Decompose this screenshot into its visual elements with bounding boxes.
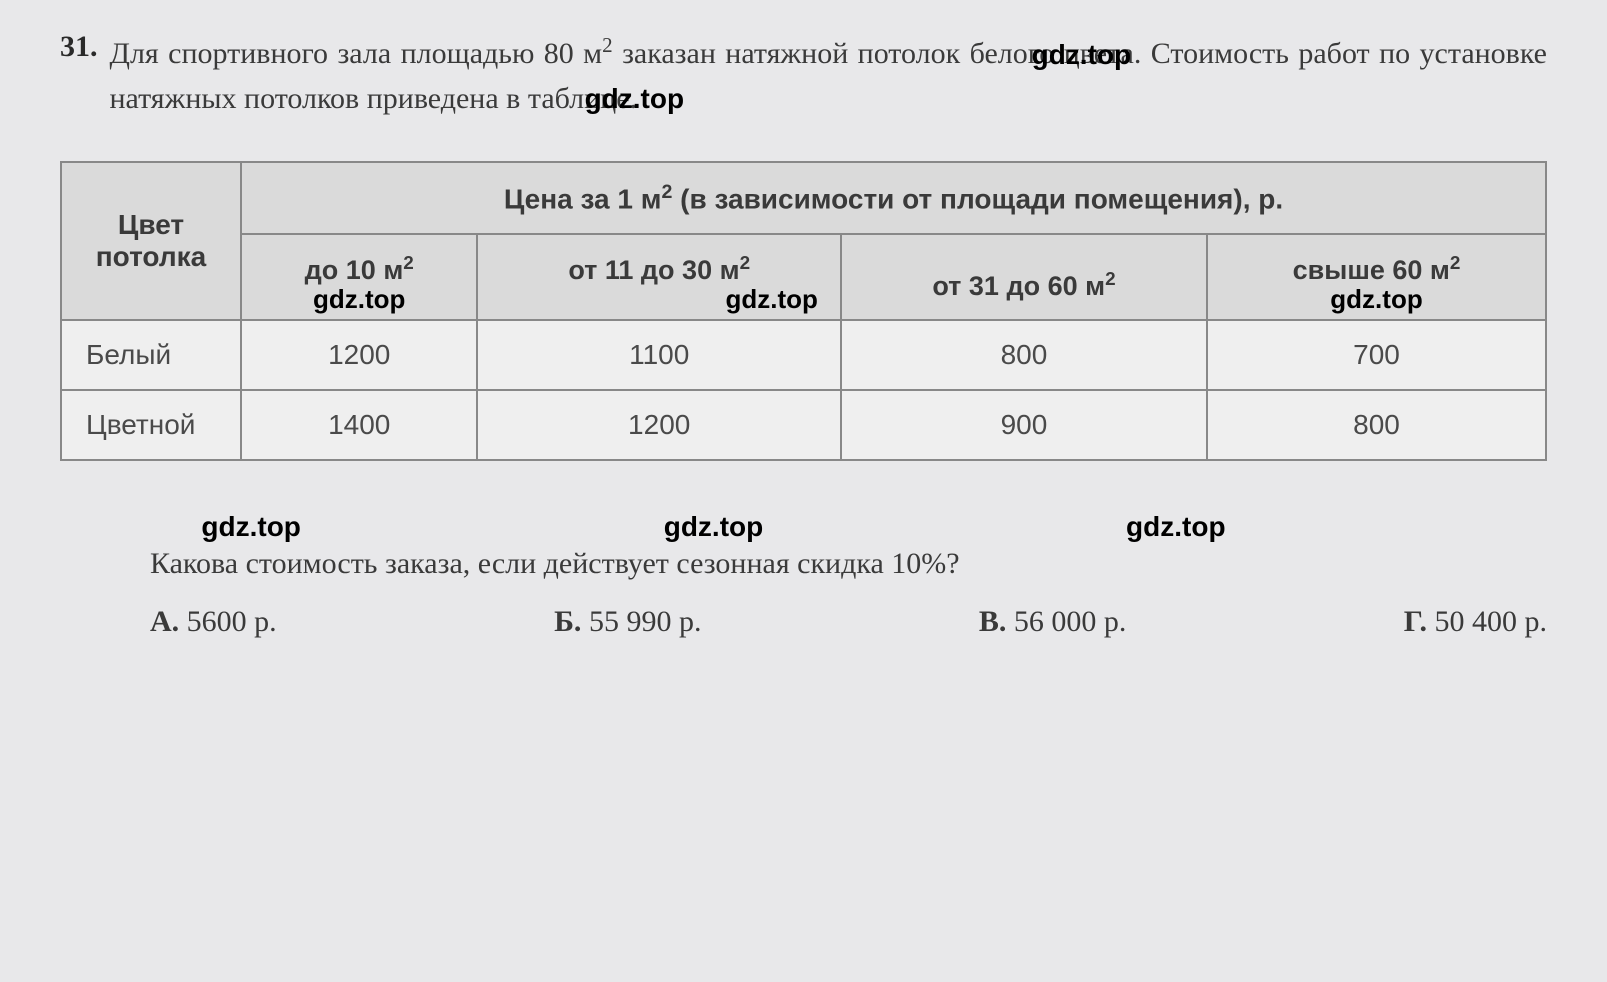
table-row: Белый 1200 1100 800 700 — [61, 320, 1546, 390]
question-text: Какова стоимость заказа, если действует … — [150, 547, 1547, 581]
table-cell: 1200 — [241, 320, 477, 390]
watermark-text: gdz.top — [1126, 511, 1226, 543]
table-main-header: Цена за 1 м2 (в зависимости от площади п… — [241, 162, 1546, 234]
row-label: Цветной — [61, 390, 241, 460]
answer-option-b: Б. 55 990 р. — [554, 605, 701, 639]
answer-option-d: Г. 50 400 р. — [1404, 605, 1547, 639]
table-cell: 1200 — [477, 390, 840, 460]
col-label: до 10 м2 — [254, 253, 464, 286]
col-header-0: до 10 м2 gdz.top — [241, 234, 477, 320]
table-cell: 700 — [1207, 320, 1546, 390]
table-cell: 1100 — [477, 320, 840, 390]
main-header-p1: Цена за 1 м — [504, 183, 662, 214]
table-left-header: Цвет потолка — [61, 162, 241, 320]
problem-number: 31. — [60, 30, 98, 64]
answer-letter: Б. — [554, 605, 581, 638]
problem-text: Для спортивного зала площадью 80 м2 зака… — [110, 30, 1548, 121]
col-label: свыше 60 м2 — [1220, 253, 1533, 286]
watermark-text: gdz.top — [490, 284, 827, 315]
answer-value: 50 400 р. — [1435, 605, 1548, 638]
answer-option-c: В. 56 000 р. — [979, 605, 1127, 639]
answer-options: А. 5600 р. Б. 55 990 р. В. 56 000 р. Г. … — [150, 605, 1547, 639]
problem-sup-1: 2 — [602, 33, 613, 57]
col-label: от 11 до 30 м2 — [490, 253, 827, 286]
question-section: Какова стоимость заказа, если действует … — [60, 547, 1547, 639]
table-cell: 800 — [1207, 390, 1546, 460]
problem-text-part1: Для спортивного зала площадью 80 м — [110, 37, 603, 70]
table-row: Цветной 1400 1200 900 800 — [61, 390, 1546, 460]
answer-value: 56 000 р. — [1014, 605, 1127, 638]
col-header-1: от 11 до 30 м2 gdz.top — [477, 234, 840, 320]
problem-container: 31. Для спортивного зала площадью 80 м2 … — [60, 30, 1547, 639]
watermark-text: gdz.top — [254, 284, 464, 315]
table-cell: 900 — [841, 390, 1207, 460]
answer-letter: Г. — [1404, 605, 1427, 638]
problem-header: 31. Для спортивного зала площадью 80 м2 … — [60, 30, 1547, 121]
col-header-2: от 31 до 60 м2 — [841, 234, 1207, 320]
answer-letter: А. — [150, 605, 179, 638]
main-header-p2: (в зависимости от площади помещения), р. — [672, 183, 1283, 214]
table-cell: 800 — [841, 320, 1207, 390]
watermark-row: gdz.top gdz.top gdz.top — [60, 511, 1547, 543]
watermark-text: gdz.top — [201, 511, 301, 543]
answer-option-a: А. 5600 р. — [150, 605, 277, 639]
answer-value: 5600 р. — [187, 605, 277, 638]
watermark-text: gdz.top — [664, 511, 764, 543]
price-table: Цвет потолка Цена за 1 м2 (в зависимости… — [60, 161, 1547, 461]
answer-letter: В. — [979, 605, 1007, 638]
row-label: Белый — [61, 320, 241, 390]
answer-value: 55 990 р. — [589, 605, 702, 638]
watermark-text: gdz.top — [585, 83, 685, 114]
col-label: от 31 до 60 м2 — [854, 269, 1194, 302]
watermark-text: gdz.top — [1032, 39, 1132, 70]
watermark-text: gdz.top — [1220, 284, 1533, 315]
table-cell: 1400 — [241, 390, 477, 460]
main-header-sup: 2 — [661, 181, 672, 203]
col-header-3: свыше 60 м2 gdz.top — [1207, 234, 1546, 320]
table-header-row-2: до 10 м2 gdz.top от 11 до 30 м2 gdz.top … — [61, 234, 1546, 320]
table-header-row-1: Цвет потолка Цена за 1 м2 (в зависимости… — [61, 162, 1546, 234]
